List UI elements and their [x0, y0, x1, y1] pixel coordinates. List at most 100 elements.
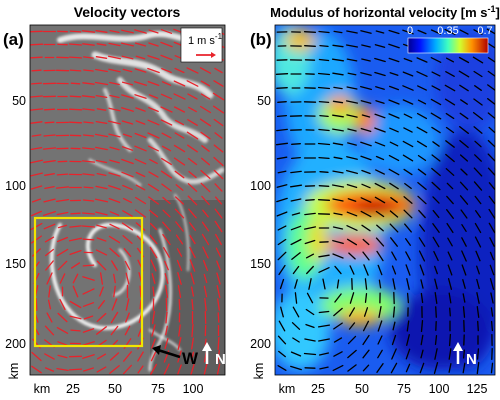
velocity-vector: [420, 334, 424, 346]
velocity-vector: [417, 99, 427, 105]
velocity-vector: [291, 212, 301, 216]
velocity-vector: [318, 100, 330, 104]
velocity-vector: [109, 247, 120, 258]
velocity-vector: [434, 334, 438, 346]
velocity-vector: [108, 172, 121, 177]
velocity-vector: [390, 362, 398, 374]
velocity-vector: [304, 239, 316, 245]
x-tick-label: 50: [108, 382, 122, 396]
velocity-vector: [190, 363, 195, 375]
velocity-vector: [403, 168, 413, 176]
velocity-vector: [42, 147, 57, 150]
velocity-vector: [405, 264, 411, 276]
velocity-vector: [147, 119, 160, 126]
velocity-vector: [459, 126, 469, 134]
velocity-vector: [476, 278, 480, 290]
w-pointer-arrow-icon: [157, 348, 181, 359]
velocity-vector: [134, 68, 147, 73]
velocity-vector: [83, 186, 94, 189]
velocity-vector: [434, 278, 438, 290]
velocity-vector: [110, 311, 119, 324]
panel-b-frame: [274, 24, 496, 376]
velocity-vector: [403, 57, 413, 63]
velocity-vector: [124, 325, 131, 336]
velocity-vector: [318, 267, 330, 273]
velocity-vector: [56, 248, 69, 257]
velocity-vector: [199, 67, 212, 74]
velocity-vector: [489, 237, 495, 247]
velocity-vector: [432, 236, 440, 248]
velocity-vector: [362, 364, 370, 372]
velocity-vector: [276, 87, 288, 89]
velocity-vector: [375, 100, 385, 104]
velocity-vector: [217, 337, 220, 350]
velocity-vector: [486, 28, 495, 35]
velocity-vector: [294, 279, 298, 289]
velocity-vector: [388, 85, 400, 91]
panel-b-letter: (b): [250, 30, 272, 49]
velocity-vector: [332, 72, 344, 76]
velocity-vector: [147, 55, 160, 60]
velocity-vector: [96, 260, 107, 271]
velocity-vector: [96, 108, 107, 111]
velocity-vector: [160, 54, 173, 61]
velocity-vector: [317, 86, 331, 90]
velocity-vector: [347, 364, 357, 372]
velocity-vector: [390, 197, 398, 203]
velocity-vector: [278, 350, 286, 358]
velocity-vector: [488, 182, 495, 190]
velocity-vector: [476, 292, 480, 304]
velocity-vector: [217, 298, 220, 311]
velocity-vector: [417, 29, 427, 35]
velocity-vector: [304, 338, 316, 342]
velocity-vector: [214, 132, 223, 139]
velocity-vector: [445, 71, 455, 77]
velocity-vector: [139, 299, 142, 310]
velocity-vector: [189, 259, 196, 272]
velocity-vector: [277, 335, 287, 345]
colorbar-tick: 0.35: [437, 25, 458, 37]
velocity-vector: [462, 279, 466, 289]
velocity-vector: [149, 222, 158, 231]
velocity-vector: [333, 30, 343, 34]
velocity-vector: [135, 184, 146, 191]
velocity-vector: [162, 221, 171, 232]
velocity-vector: [446, 195, 454, 205]
velocity-vector: [392, 306, 396, 318]
velocity-vector: [82, 199, 95, 202]
velocity-vector: [173, 144, 186, 153]
velocity-vector: [135, 171, 146, 178]
velocity-vector: [125, 272, 130, 285]
velocity-vector: [405, 363, 411, 373]
velocity-vector: [151, 324, 156, 337]
velocity-vector: [174, 170, 185, 179]
velocity-vector: [190, 272, 195, 285]
velocity-vector: [83, 121, 94, 124]
velocity-vector: [176, 248, 183, 257]
velocity-vector: [72, 285, 79, 298]
velocity-vector: [135, 55, 146, 60]
velocity-vector: [374, 57, 386, 63]
velocity-vector: [420, 319, 424, 333]
velocity-vector: [70, 82, 81, 85]
velocity-vector: [417, 195, 427, 205]
velocity-vector: [161, 183, 172, 192]
velocity-vector: [173, 93, 186, 100]
velocity-vector: [81, 30, 96, 33]
velocity-vector: [405, 251, 411, 261]
velocity-vector: [403, 196, 413, 204]
velocity-vector: [109, 94, 120, 99]
velocity-vector: [277, 101, 287, 103]
velocity-vector: [96, 326, 107, 335]
velocity-vector: [389, 127, 399, 133]
velocity-vector: [319, 114, 329, 118]
velocity-vector: [121, 81, 134, 86]
velocity-vector: [333, 307, 343, 317]
velocity-vector: [83, 315, 94, 320]
scale-legend: 1 m s-1: [180, 27, 223, 63]
velocity-vector: [473, 167, 483, 177]
velocity-vector: [374, 71, 386, 77]
velocity-vector: [319, 171, 329, 173]
velocity-vector: [347, 198, 357, 202]
velocity-vector: [30, 146, 43, 151]
